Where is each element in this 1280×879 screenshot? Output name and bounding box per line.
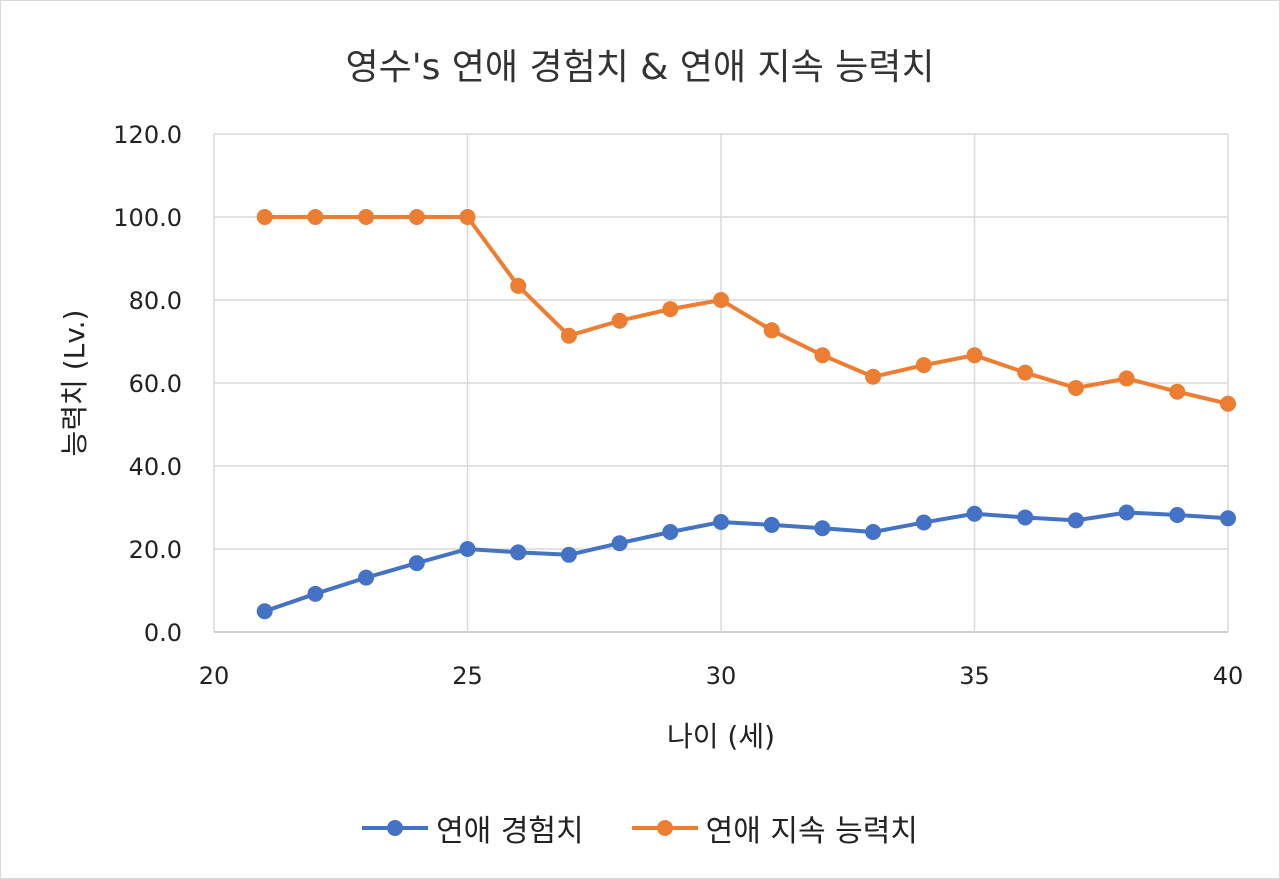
data-point-0	[1017, 509, 1034, 526]
data-point-0	[358, 569, 375, 586]
data-point-1	[1017, 364, 1034, 381]
data-point-0	[307, 585, 324, 602]
data-point-1	[1169, 383, 1186, 400]
data-point-0	[408, 555, 425, 572]
data-point-0	[865, 523, 882, 540]
data-point-1	[1220, 395, 1236, 412]
y-tick-label: 100.0	[113, 204, 182, 232]
x-tick-label: 25	[452, 662, 483, 690]
x-axis-title: 나이 (세)	[667, 720, 775, 753]
data-point-1	[459, 209, 476, 225]
data-point-0	[814, 520, 831, 537]
y-tick-label: 60.0	[129, 370, 182, 398]
data-point-1	[662, 301, 679, 318]
legend-label-persistence: 연애 지속 능력치	[705, 814, 918, 849]
data-point-0	[713, 514, 729, 531]
data-point-1	[611, 312, 628, 329]
y-tick-label: 80.0	[129, 287, 182, 315]
x-tick-label: 40	[1213, 662, 1244, 690]
data-point-0	[763, 516, 780, 533]
data-point-0	[1067, 512, 1084, 529]
x-tick-label: 30	[706, 662, 737, 690]
data-point-1	[510, 277, 527, 294]
data-point-1	[358, 209, 375, 225]
data-point-0	[915, 514, 932, 531]
y-tick-label: 120.0	[113, 121, 182, 149]
x-tick-label: 35	[959, 662, 990, 690]
data-point-0	[510, 544, 527, 561]
legend-swatch-experience	[362, 818, 429, 838]
data-point-0	[1169, 506, 1186, 523]
data-point-1	[763, 322, 780, 339]
data-point-0	[662, 523, 679, 540]
data-point-0	[611, 535, 628, 552]
data-point-1	[966, 347, 983, 364]
data-point-0	[1118, 504, 1135, 521]
y-tick-label: 0.0	[144, 619, 182, 647]
data-point-1	[713, 292, 729, 308]
legend-label-experience: 연애 경험치	[436, 814, 584, 849]
data-point-1	[865, 368, 882, 385]
data-point-0	[560, 546, 577, 563]
legend-swatch-persistence	[631, 818, 698, 838]
data-point-1	[1067, 379, 1084, 396]
data-point-1	[1118, 370, 1135, 387]
data-point-0	[459, 541, 476, 557]
legend-item-experience: 연애 경험치	[362, 806, 584, 850]
data-point-1	[256, 209, 273, 225]
legend-item-persistence: 연애 지속 능력치	[631, 806, 918, 850]
data-point-0	[966, 505, 983, 522]
data-point-1	[408, 209, 425, 225]
legend: 연애 경험치 연애 지속 능력치	[0, 806, 1280, 850]
data-point-1	[915, 357, 932, 374]
x-tick-label: 20	[199, 662, 230, 690]
y-tick-label: 20.0	[129, 536, 182, 564]
y-axis-title: 능력치 (Lv.)	[58, 310, 91, 457]
data-point-0	[1220, 510, 1236, 527]
series-line-0	[264, 510, 1229, 614]
data-point-0	[256, 603, 273, 620]
data-point-1	[560, 327, 577, 344]
data-point-1	[307, 209, 324, 225]
data-point-1	[814, 347, 831, 364]
series-line-1	[264, 215, 1229, 406]
chart-title: 영수's 연애 경험치 & 연애 지속 능력치	[345, 47, 935, 88]
y-tick-label: 40.0	[129, 453, 182, 481]
